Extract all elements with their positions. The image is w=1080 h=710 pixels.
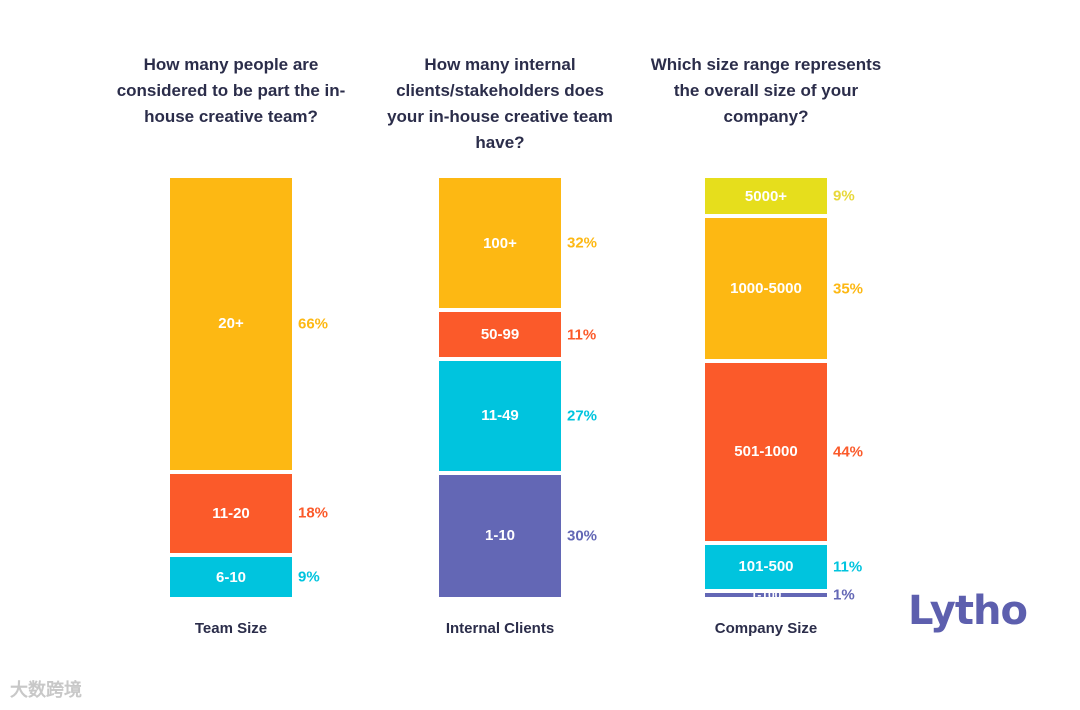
segment-label: 5000+: [744, 187, 788, 205]
segment-label: 101-500: [738, 558, 794, 576]
bar-segment: 1-100: [705, 588, 827, 602]
segment-label: 11-49: [481, 407, 519, 425]
data-label: 66%: [298, 315, 329, 333]
x-axis-label: Internal Clients: [445, 620, 555, 637]
data-label: 9%: [298, 568, 320, 586]
segment-label: 1-100: [750, 587, 782, 602]
bar-segment: 11-20: [170, 473, 292, 554]
segment-label: 20+: [218, 315, 244, 333]
chart-title: How many internal clients/stakeholders d…: [387, 55, 613, 152]
data-label: 11%: [567, 326, 597, 344]
chart-title: Which size range represents the overall …: [650, 55, 882, 126]
data-label: 11%: [833, 558, 863, 576]
segment-label: 1-10: [484, 527, 516, 545]
chart-title: How many people are considered to be par…: [116, 55, 346, 126]
watermark: 大数跨境: [10, 680, 82, 700]
data-label: 9%: [833, 187, 855, 205]
bar-segment: 20+: [170, 178, 292, 470]
lytho-logo: Lytho: [908, 588, 1028, 634]
data-label: 30%: [567, 527, 598, 545]
bar-segment: 100+: [439, 178, 561, 309]
data-label: 1%: [833, 586, 855, 604]
bar-segment: 1000-5000: [705, 218, 827, 360]
bar-segment: 501-1000: [705, 363, 827, 541]
data-label: 27%: [567, 407, 598, 425]
data-label: 18%: [298, 504, 329, 522]
segment-label: 100+: [483, 234, 517, 252]
bar-segment: 101-500: [705, 544, 827, 589]
segment-label: 501-1000: [734, 443, 798, 461]
segment-label: 11-20: [212, 504, 250, 522]
x-axis-label: Company Size: [714, 620, 818, 637]
bar-segment: 5000+: [705, 178, 827, 215]
segment-label: 1000-5000: [730, 280, 802, 298]
bar-segment: 6-10: [170, 557, 292, 597]
x-axis-label: Team Size: [194, 620, 268, 637]
bar-segment: 11-49: [439, 361, 561, 471]
data-label: 35%: [833, 280, 864, 298]
segment-label: 50-99: [480, 326, 520, 344]
bar-segment: 1-10: [439, 474, 561, 597]
segment-label: 6-10: [215, 568, 247, 586]
bar-segment: 50-99: [439, 312, 561, 357]
data-label: 32%: [567, 234, 598, 252]
data-label: 44%: [833, 443, 864, 461]
